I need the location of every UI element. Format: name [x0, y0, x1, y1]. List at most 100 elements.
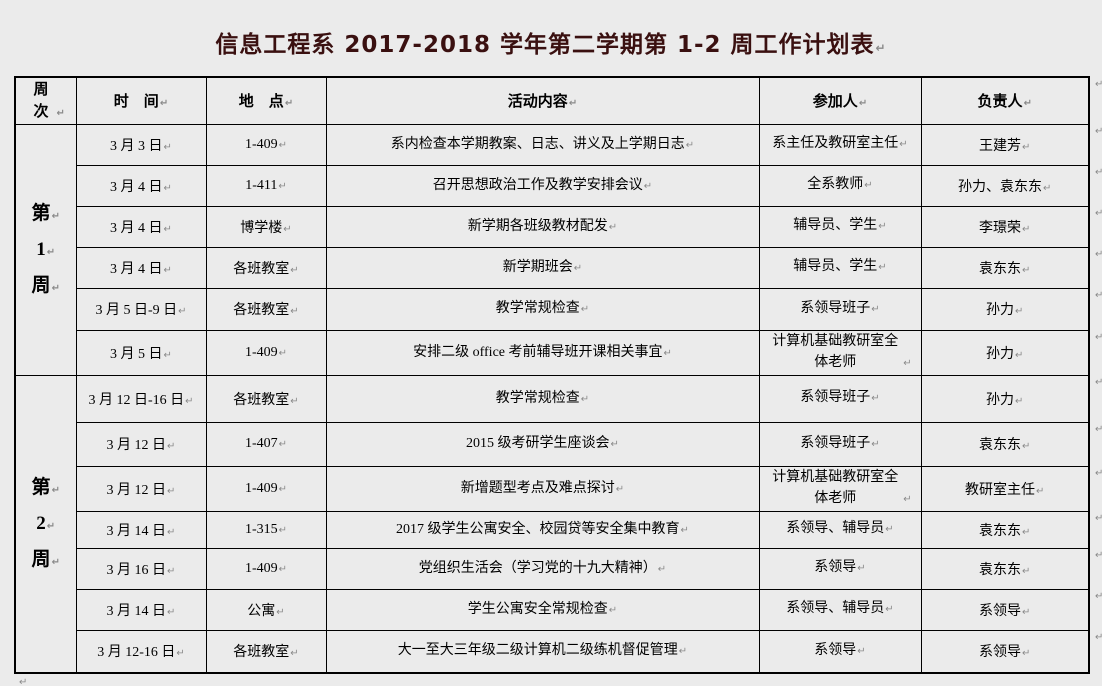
- paragraph-mark-icon: ↵: [1095, 550, 1102, 561]
- paragraph-mark-icon: ↵: [568, 98, 578, 110]
- paragraph-mark-icon: ↵: [276, 606, 285, 618]
- paragraph-mark-icon: ↵: [167, 485, 176, 497]
- cell-activity: 2015 级考研学生座谈会↵: [325, 421, 760, 467]
- cell-location-text: 各班教室: [233, 645, 290, 661]
- cell-activity-text: 学生公寓安全常规检查: [467, 601, 608, 617]
- week-label-char: 第: [31, 203, 51, 224]
- paragraph-mark-icon: ↵: [163, 349, 172, 361]
- paragraph-mark-icon: ↵: [290, 395, 299, 407]
- cell-activity: 召开思想政治工作及教学安排会议↵: [325, 164, 760, 207]
- cell-participants-text: 系领导、辅导员: [786, 521, 885, 537]
- page-title-text: 信息工程系 2017-2018 学年第二学期第 1-2 周工作计划表: [215, 32, 875, 58]
- cell-participants: 计算机基础教研室全体老师 ↵: [758, 329, 922, 376]
- paragraph-mark-icon: ↵: [685, 139, 695, 151]
- paragraph-mark-icon: ↵: [51, 557, 60, 569]
- cell-responsible-text: 孙力、袁东东: [958, 179, 1043, 195]
- cell-time-text: 3 月 5 日-9 日: [95, 303, 178, 318]
- cell-activity-text: 教学常规检查: [495, 301, 580, 317]
- cell-location-text: 各班教室: [233, 303, 290, 318]
- paragraph-mark-icon: ↵: [1095, 591, 1102, 602]
- paragraph-mark-icon: ↵: [167, 606, 176, 618]
- paragraph-mark-icon: ↵: [19, 677, 28, 686]
- cell-responsible-text: 袁东东: [979, 523, 1022, 539]
- paragraph-mark-icon: ↵: [290, 648, 299, 660]
- cell-time: 3 月 16 日↵: [75, 547, 207, 590]
- paragraph-mark-icon: ↵: [278, 524, 288, 536]
- cell-activity-text: 安排二级 office 考前辅导班开课相关事宜: [413, 344, 663, 360]
- paragraph-mark-icon: ↵: [903, 357, 912, 369]
- table-row: 第↵ 1↵ 周↵ 3 月 3 日↵ 1-409↵ 系内检查本学期教案、日志、讲义及上学期日…: [14, 123, 1090, 376]
- cell-participants: 系领导、辅导员↵: [758, 510, 922, 549]
- cell-responsible: 袁东东↵: [920, 246, 1090, 289]
- paragraph-mark-icon: ↵: [878, 262, 887, 274]
- paragraph-mark-icon: ↵: [167, 441, 176, 452]
- week-label-char: 周: [31, 549, 51, 571]
- cell-location: 1-409↵: [205, 329, 327, 376]
- table-row: 3 月 12 日↵ 1-407↵ 2015 级考研学生座谈会↵ 系领导班子↵ 袁东东↵: [15, 421, 1090, 467]
- paragraph-mark-icon: ↵: [1095, 332, 1102, 343]
- cell-responsible-text: 袁东东: [979, 562, 1022, 578]
- cell-participants: 系领导班子↵: [758, 421, 922, 467]
- paragraph-mark-icon: ↵: [278, 483, 288, 495]
- paragraph-mark-icon: ↵: [51, 283, 60, 294]
- cell-participants: 系领导↵: [758, 547, 922, 590]
- paragraph-mark-icon: ↵: [885, 604, 894, 616]
- paragraph-mark-icon: ↵: [290, 264, 299, 276]
- week-label-char: 周: [31, 275, 51, 296]
- table-row: 3 月 14 日↵ 公寓↵ 学生公寓安全常规检查↵ 系领导、辅导员↵ 系领导↵: [15, 588, 1090, 631]
- paragraph-mark-icon: ↵: [1022, 526, 1031, 538]
- week-label-char: 2: [36, 513, 46, 535]
- cell-activity-text: 新学期各班级教材配发: [467, 218, 608, 234]
- col-header-week: 周次 ↵: [14, 76, 77, 125]
- cell-responsible: 孙力、袁东东↵: [920, 164, 1090, 207]
- cell-activity: 教学常规检查↵: [325, 287, 760, 331]
- paragraph-mark-icon: ↵: [278, 563, 288, 575]
- paragraph-mark-icon: ↵: [1095, 290, 1102, 301]
- cell-participants: 系领导↵: [758, 629, 922, 674]
- paragraph-mark-icon: ↵: [864, 180, 873, 192]
- paragraph-mark-icon: ↵: [163, 264, 172, 276]
- paragraph-mark-icon: ↵: [1022, 264, 1031, 276]
- cell-time-text: 3 月 12-16 日: [97, 645, 176, 661]
- cell-participants-text: 系领导: [814, 560, 857, 576]
- cell-activity-text: 2017 级学生公寓安全、校园贷等安全集中教育: [396, 521, 680, 537]
- col-header-time: 时 间↵: [75, 76, 207, 125]
- cell-activity-text: 教学常规检查: [495, 390, 580, 406]
- cell-responsible-text: 孙力: [986, 346, 1015, 362]
- paragraph-mark-icon: ↵: [871, 438, 880, 450]
- cell-responsible: 系领导↵: [920, 629, 1090, 674]
- cell-activity: 新学期班会↵: [325, 246, 760, 289]
- cell-time-text: 3 月 14 日: [106, 523, 167, 539]
- cell-location-text: 公寓: [247, 603, 276, 619]
- paragraph-mark-icon: ↵: [51, 485, 60, 497]
- table-row: 3 月 16 日↵ 1-409↵ 党组织生活会（学习党的十九大精神）↵ 系领导↵ 袁东东…: [15, 547, 1090, 590]
- paragraph-mark-icon: ↵: [1095, 468, 1102, 479]
- cell-activity-text: 党组织生活会（学习党的十九大精神）: [418, 560, 657, 576]
- paragraph-mark-icon: ↵: [643, 180, 653, 192]
- cell-time: 3 月 14 日↵: [75, 588, 207, 631]
- cell-responsible: 孙力↵: [920, 287, 1090, 331]
- paragraph-mark-icon: ↵: [1095, 377, 1102, 388]
- table-row: 3 月 14 日↵ 1-315↵ 2017 级学生公寓安全、校园贷等安全集中教育↵ 系…: [15, 510, 1090, 549]
- paragraph-mark-icon: ↵: [278, 347, 288, 359]
- cell-participants-text: 系领导班子: [800, 435, 871, 451]
- work-plan-table: 周次 ↵ 时 间↵ 地 点↵ 活动内容↵ 参加人↵ 负责人↵ 第↵ 1↵ 周↵ 3 月 …: [14, 76, 1090, 674]
- cell-activity: 安排二级 office 考前辅导班开课相关事宜↵: [325, 329, 760, 376]
- paragraph-mark-icon: ↵: [1022, 648, 1031, 660]
- cell-responsible: 王建芳↵: [920, 123, 1090, 166]
- cell-responsible-text: 袁东东: [979, 438, 1022, 453]
- cell-location: 各班教室↵: [205, 287, 327, 331]
- paragraph-mark-icon: ↵: [290, 306, 299, 317]
- cell-location: 1-411↵: [205, 164, 327, 207]
- paragraph-mark-icon: ↵: [1095, 208, 1102, 219]
- cell-participants-text: 系领导、辅导员: [786, 601, 885, 617]
- table-header-row: 周次 ↵ 时 间↵ 地 点↵ 活动内容↵ 参加人↵ 负责人↵: [14, 76, 1090, 125]
- cell-activity-text: 新学期班会: [502, 259, 573, 275]
- paragraph-mark-icon: ↵: [678, 646, 688, 658]
- paragraph-mark-icon: ↵: [580, 393, 590, 405]
- cell-activity: 党组织生活会（学习党的十九大精神）↵: [325, 547, 760, 590]
- week-label-char: 1: [36, 239, 46, 260]
- cell-time-text: 3 月 16 日: [106, 562, 167, 578]
- cell-activity: 新学期各班级教材配发↵: [325, 205, 760, 248]
